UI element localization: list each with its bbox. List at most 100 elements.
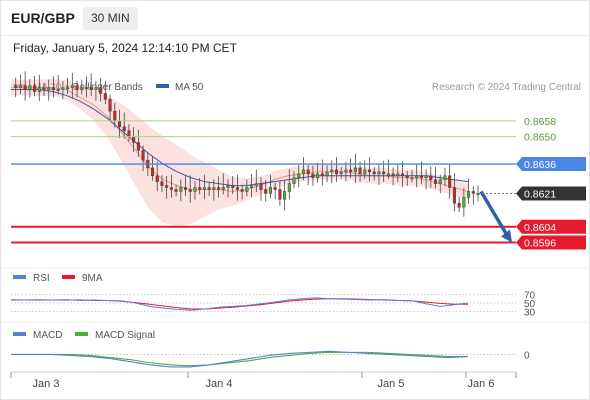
symbol-label: EUR/GBP (11, 10, 75, 26)
candle-body (372, 171, 376, 175)
chart-datetime: Friday, January 5, 2024 12:14:10 PM CET (13, 41, 237, 55)
candle-body (221, 187, 225, 190)
candle-body (448, 175, 452, 188)
rsi-level-label: 50 (524, 299, 536, 310)
candle-body (66, 87, 70, 90)
candle-body (433, 179, 438, 184)
candle-body (47, 87, 51, 90)
candle-body (212, 187, 216, 190)
candle-body (264, 189, 268, 194)
candle-body (306, 169, 310, 175)
candle-body (198, 187, 202, 190)
candle-body (33, 85, 37, 92)
candle-body (344, 169, 348, 173)
candle-body (14, 85, 18, 88)
candle-body (202, 187, 206, 190)
ma20-line (11, 87, 469, 192)
candle-body (84, 87, 89, 90)
support-tag (516, 219, 586, 234)
credit-text: Research © 2024 Trading Central (432, 82, 581, 93)
support-tag (516, 235, 586, 250)
candle-body (80, 87, 84, 90)
macd-level-label: 0 (524, 350, 530, 361)
candle-body (339, 171, 343, 175)
candle-body (250, 185, 254, 188)
candle-body (292, 177, 296, 184)
candle-body (207, 187, 211, 190)
candle-body (358, 167, 362, 175)
candle-body (405, 175, 409, 179)
candle-body (113, 110, 117, 122)
resistance-label: 0.8650 (524, 132, 556, 144)
candle-body (160, 181, 164, 186)
candle-body (75, 85, 79, 90)
candle-body (471, 191, 475, 194)
candle-body (311, 173, 315, 179)
candle-body (334, 169, 339, 175)
candle-body (410, 177, 414, 180)
candle-body (287, 183, 291, 192)
candles-group (14, 71, 480, 217)
candle-body (316, 173, 320, 179)
candle-body (226, 185, 230, 188)
rsi-level-label: 70 (524, 291, 536, 302)
candle-body (127, 130, 131, 137)
candle-body (122, 126, 126, 131)
candle-body (179, 187, 183, 192)
candle-body (169, 187, 173, 190)
pivot-label: 0.8636 (524, 159, 556, 171)
candle-body (117, 120, 122, 128)
candle-body (42, 87, 46, 90)
candle-body (353, 167, 357, 173)
candle-body (108, 99, 112, 112)
candle-body (174, 189, 178, 192)
candle-body (283, 191, 287, 200)
macd-signal-line (11, 351, 468, 367)
candle-body (297, 173, 301, 179)
candle-body (141, 150, 145, 161)
candle-body (363, 169, 367, 175)
last-price-label: 0.8621 (524, 188, 556, 200)
candle-body (150, 167, 155, 177)
candle-body (136, 142, 140, 151)
legend-rsi-swatch (13, 275, 26, 279)
candle-body (245, 187, 249, 192)
candle-body (386, 173, 390, 176)
candle-body (18, 85, 22, 88)
candle-body (231, 185, 235, 188)
candle-body (467, 191, 471, 198)
candle-body (349, 169, 353, 173)
candle-body (28, 85, 32, 90)
candle-body (273, 187, 277, 190)
x-tick-label: Jan 3 (33, 378, 60, 390)
rsi-level-label: 30 (524, 308, 536, 319)
candle-body (396, 173, 400, 177)
forecast-arrow-shaft (479, 190, 508, 235)
timeframe-selector[interactable]: 30 MIN (83, 7, 138, 30)
candle-body (37, 87, 41, 92)
candle-body (183, 187, 188, 190)
candle-body (377, 171, 381, 175)
macd-line (11, 350, 469, 368)
candle-body (415, 175, 419, 179)
candle-body (61, 87, 65, 90)
candle-body (56, 89, 60, 92)
candle-body (155, 175, 159, 182)
candle-body (424, 175, 428, 179)
candle-body (462, 197, 466, 208)
legend-9ma-label: 9MA (82, 273, 103, 284)
candle-body (452, 187, 456, 204)
candle-body (367, 169, 372, 173)
pivot-tag (516, 157, 586, 172)
candle-body (193, 187, 197, 192)
candle-body (268, 187, 272, 194)
bollinger-band (11, 79, 468, 227)
candle-body (330, 169, 334, 173)
support-label: 0.8596 (524, 237, 556, 249)
legend-macd-label: MACD (33, 330, 62, 341)
support-label: 0.8604 (524, 222, 556, 234)
candle-body (235, 187, 239, 190)
candle-body (94, 87, 98, 90)
candle-body (99, 87, 103, 94)
